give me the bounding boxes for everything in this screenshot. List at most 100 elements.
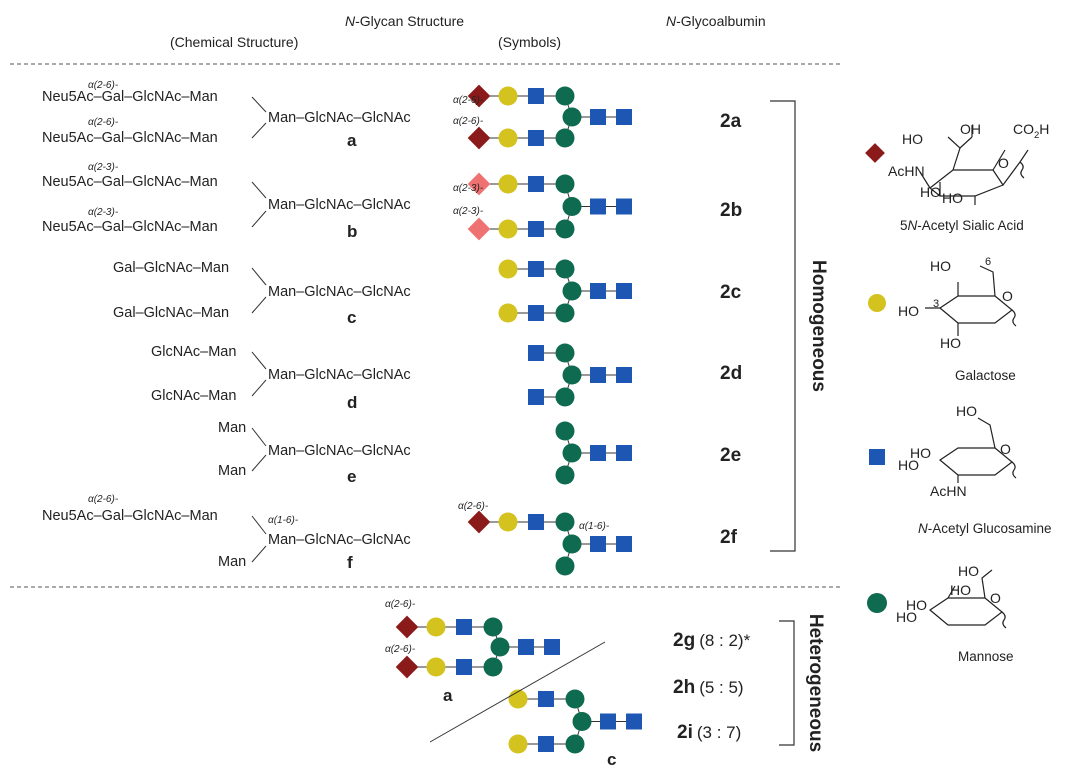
- galactose-circle-symbol: [508, 689, 528, 709]
- mannose-circle-symbol: [490, 637, 510, 657]
- symbol-structures-homogeneous: [467, 84, 632, 576]
- atom-label: HO: [950, 582, 971, 598]
- legend-label-mannose: Mannose: [958, 649, 1014, 664]
- legend-square-glcnac: [869, 449, 885, 465]
- glcnac-square-symbol: [616, 109, 632, 125]
- glcnac-square-symbol: [590, 367, 606, 383]
- chem-core: Man–GlcNAc–GlcNAc: [268, 367, 411, 383]
- glcnac-square-symbol: [528, 514, 544, 530]
- atom-label: O: [990, 590, 1001, 606]
- compound-2c: 2c: [720, 282, 742, 303]
- linkage-label: α(1-6)-: [268, 515, 299, 526]
- atom-label: HO: [940, 335, 961, 351]
- galactose-circle-symbol: [498, 174, 518, 194]
- glcnac-square-symbol: [528, 345, 544, 361]
- atom-label: AcHN: [930, 483, 967, 499]
- atom-label: HO: [898, 303, 919, 319]
- structure-letter: e: [347, 467, 356, 486]
- chem-top-arm: Gal–GlcNAc–Man: [113, 260, 229, 276]
- structure-letter: a: [347, 131, 357, 150]
- chem-bottom-arm: Neu5Ac–Gal–GlcNAc–Man: [42, 219, 218, 235]
- chem-top-arm: Neu5Ac–Gal–GlcNAc–Man: [42, 89, 218, 105]
- compound-2i: 2i (3 : 7): [677, 722, 741, 743]
- galactose-circle-symbol: [498, 128, 518, 148]
- symbol-linkage-label: α(1-6)-: [579, 521, 610, 532]
- mannose-circle-symbol: [555, 421, 575, 441]
- mannose-circle-symbol: [555, 465, 575, 485]
- glcnac-square-symbol: [528, 221, 544, 237]
- atom-label: HO: [910, 445, 931, 461]
- compound-2h: 2h (5 : 5): [673, 677, 744, 698]
- legend-label-glcnac: N-Acetyl Glucosamine: [918, 521, 1052, 536]
- mannose-circle-symbol: [555, 303, 575, 323]
- glycoalbumin-header: N-Glycoalbumin: [666, 13, 766, 29]
- branch-lines: [251, 96, 267, 139]
- mannose-circle-symbol: [555, 512, 575, 532]
- chem-core: Man–GlcNAc–GlcNAc: [268, 532, 411, 548]
- compound-2f: 2f: [720, 527, 738, 548]
- compound-2b: 2b: [720, 200, 742, 221]
- symbol-linkage-label: α(2-6)-: [385, 599, 416, 610]
- chem-top-arm: Neu5Ac–Gal–GlcNAc–Man: [42, 508, 218, 524]
- chem-core: Man–GlcNAc–GlcNAc: [268, 284, 411, 300]
- symbols-header: (Symbols): [498, 34, 561, 50]
- glcnac-square-symbol: [590, 109, 606, 125]
- glcnac-square-symbol: [528, 305, 544, 321]
- galactose-structure: HO 6 3 HO O HO Galactose: [898, 256, 1017, 383]
- mixture-divider-line: [429, 641, 606, 743]
- chem-structure-c: Gal–GlcNAc–Man Gal–GlcNAc–Man Man–GlcNAc…: [113, 260, 411, 327]
- glcnac-square-symbol: [616, 536, 632, 552]
- linkage-label: α(2-3)-: [88, 207, 119, 218]
- symbol-linkage-label: α(2-6)-: [458, 501, 489, 512]
- glcnac-square-symbol: [544, 639, 560, 655]
- legend-label-galactose: Galactose: [955, 368, 1016, 383]
- chem-core: Man–GlcNAc–GlcNAc: [268, 197, 411, 213]
- glcnac-square-symbol: [616, 367, 632, 383]
- linkage-label: α(2-6)-: [88, 494, 119, 505]
- galactose-circle-symbol: [498, 219, 518, 239]
- mannose-circle-symbol: [555, 128, 575, 148]
- legend-circle-galactose: [868, 294, 886, 312]
- galactose-circle-symbol: [426, 657, 446, 677]
- symbol-linkage-label: α(2-6)-: [385, 644, 416, 655]
- chem-structure-e: Man Man Man–GlcNAc–GlcNAc e: [218, 420, 411, 486]
- galactose-circle-symbol: [498, 259, 518, 279]
- symbol-linkage-label: α(2-3)-: [453, 183, 484, 194]
- legend-label-sialic-acid: 5N-Acetyl Sialic Acid: [900, 218, 1024, 233]
- branch-lines: [251, 515, 267, 563]
- glcnac-square-symbol: [518, 639, 534, 655]
- mannose-circle-symbol: [562, 443, 582, 463]
- atom-label: HO: [942, 190, 963, 206]
- chem-structure-f: α(2-6)- Neu5Ac–Gal–GlcNAc–Man α(1-6)- Ma…: [42, 494, 411, 572]
- glcnac-square-symbol: [456, 659, 472, 675]
- chem-top-arm: Man: [218, 420, 246, 436]
- glcnac-square-symbol: [590, 536, 606, 552]
- chem-bottom-arm: GlcNAc–Man: [151, 388, 236, 404]
- mannose-circle-symbol: [483, 617, 503, 637]
- compound-2e: 2e: [720, 445, 741, 466]
- branch-lines: [251, 427, 267, 472]
- glcnac-square-symbol: [616, 283, 632, 299]
- glcnac-square-symbol: [528, 261, 544, 277]
- mannose-circle-symbol: [555, 343, 575, 363]
- galactose-circle-symbol: [498, 86, 518, 106]
- atom-label: AcHN: [888, 163, 925, 179]
- mannose-structure: HO HO HO HO O Mannose: [896, 563, 1014, 664]
- branch-lines: [251, 267, 267, 314]
- galactose-circle-symbol: [426, 617, 446, 637]
- glcnac-square-symbol: [590, 198, 606, 215]
- mannose-circle-symbol: [562, 107, 582, 127]
- glcnac-square-symbol: [626, 713, 642, 730]
- atom-label: 6: [985, 256, 991, 268]
- atom-label: O: [1000, 441, 1011, 457]
- compound-2g: 2g (8 : 2)*: [673, 630, 751, 651]
- neu5ac-diamond-symbol-2-3: [467, 217, 491, 241]
- chem-structure-b: α(2-3)- Neu5Ac–Gal–GlcNAc–Man α(2-3)- Ne…: [42, 162, 411, 241]
- glcnac-square-symbol: [528, 176, 544, 192]
- atom-label: HO: [902, 131, 923, 147]
- side-chain-bonds: [947, 125, 973, 171]
- heterogeneous-bracket: [779, 620, 795, 746]
- mannose-circle-symbol: [562, 365, 582, 385]
- glcnac-square-symbol: [616, 445, 632, 461]
